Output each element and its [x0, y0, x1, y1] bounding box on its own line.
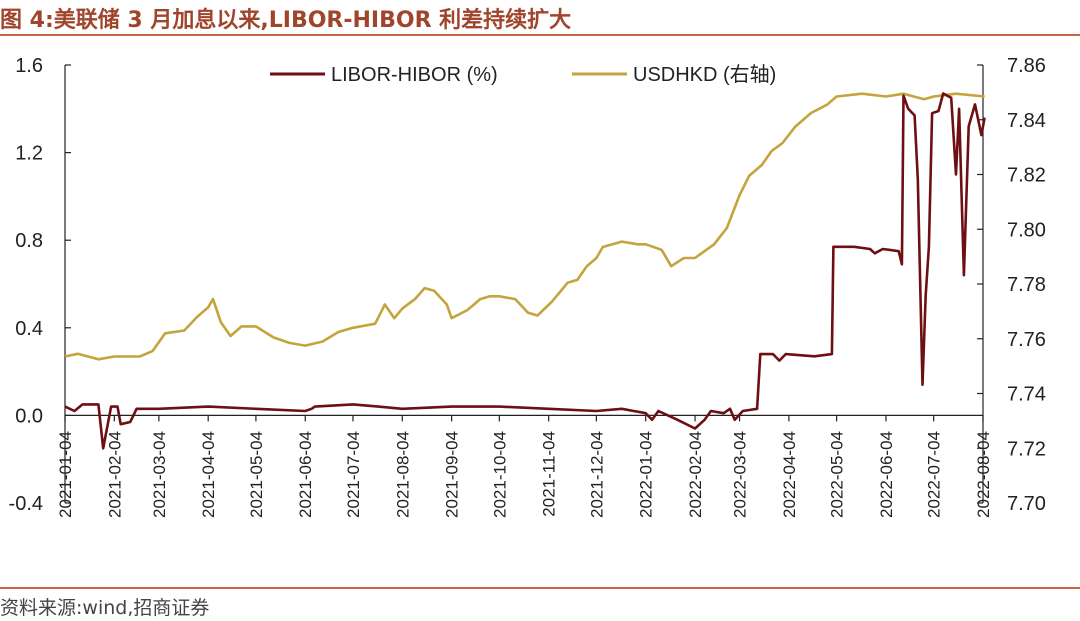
x-tick-label: 2022-06-04	[877, 431, 896, 518]
x-tick-label: 2021-09-04	[443, 431, 462, 518]
x-tick-label: 2021-04-04	[199, 431, 218, 518]
x-tick-label: 2022-08-04	[974, 431, 993, 518]
right-y-axis: 7.86 7.84 7.82 7.80 7.78 7.76 7.74 7.72 7.70	[977, 55, 1046, 515]
x-tick-label: 2021-11-04	[540, 431, 559, 517]
left-tick-label: -0.4	[9, 493, 43, 515]
right-tick-label: 7.80	[1007, 219, 1046, 241]
x-tick-label: 2021-10-04	[490, 431, 509, 518]
right-tick-label: 7.76	[1007, 329, 1046, 351]
x-tick-label: 2021-03-04	[150, 431, 169, 518]
left-tick-label: 1.6	[15, 55, 43, 77]
x-tick-label: 2022-02-04	[686, 431, 705, 518]
x-axis: 2021-01-04 2021-02-04 2021-03-04 2021-04-04…	[56, 415, 993, 518]
right-tick-label: 7.78	[1007, 274, 1046, 296]
series-layer	[64, 92, 986, 450]
left-tick-label: 1.2	[15, 143, 43, 165]
source-note: 资料来源:wind,招商证券	[0, 597, 210, 619]
x-tick-label: 2021-01-04	[56, 431, 75, 518]
title-rule	[0, 34, 1080, 36]
left-y-axis: 1.6 1.2 0.8 0.4 0.0 -0.4	[9, 55, 71, 515]
series-line-libor-hibor	[64, 92, 986, 450]
x-tick-label: 2022-07-04	[925, 431, 944, 518]
left-tick-label: 0.0	[15, 405, 43, 427]
x-tick-label: 2022-01-04	[637, 431, 656, 518]
right-tick-label: 7.74	[1007, 384, 1046, 406]
legend-label-usdhkd: USDHKD (右轴)	[633, 63, 776, 86]
x-tick-label: 2021-05-04	[247, 431, 266, 518]
right-tick-label: 7.72	[1007, 438, 1046, 460]
x-tick-label: 2021-06-04	[296, 431, 315, 518]
series-line-usdhkd	[64, 92, 985, 361]
legend-label-libor-hibor: LIBOR-HIBOR (%)	[331, 64, 498, 86]
chart-title: 图 4:美联储 3 月加息以来,LIBOR-HIBOR 利差持续扩大	[0, 8, 572, 33]
right-tick-label: 7.70	[1007, 493, 1046, 515]
legend: LIBOR-HIBOR (%) USDHKD (右轴)	[270, 63, 776, 86]
x-tick-label: 2022-03-04	[731, 431, 750, 518]
right-tick-label: 7.84	[1007, 110, 1046, 132]
left-tick-label: 0.4	[15, 318, 43, 340]
right-tick-label: 7.82	[1007, 165, 1046, 187]
x-tick-label: 2021-07-04	[344, 431, 363, 518]
right-tick-label: 7.86	[1007, 55, 1046, 77]
x-tick-label: 2022-04-04	[780, 431, 799, 518]
x-tick-label: 2021-08-04	[393, 431, 412, 518]
x-tick-label: 2021-12-04	[587, 431, 606, 518]
x-tick-label: 2021-02-04	[105, 431, 124, 518]
x-tick-label: 2022-05-04	[828, 431, 847, 518]
footer-rule	[0, 587, 1080, 589]
left-tick-label: 0.8	[15, 230, 43, 252]
